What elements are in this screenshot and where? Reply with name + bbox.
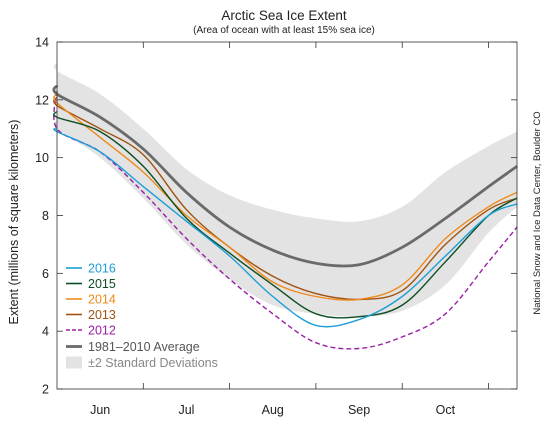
std-dev-band — [53, 62, 518, 317]
y-axis-label: Extent (millions of square kilometers) — [7, 120, 21, 325]
x-tick-label: Jun — [90, 403, 110, 417]
series-line-2015 — [53, 110, 518, 319]
chart-title: Arctic Sea Ice Extent — [221, 8, 347, 23]
x-tick-label: Oct — [436, 403, 456, 417]
y-tick-label: 4 — [42, 325, 49, 339]
credit-text: National Snow and Ice Data Center, Bould… — [532, 111, 543, 314]
x-tick-label: Aug — [262, 403, 284, 417]
series-line-1981-2010-average — [52, 84, 518, 268]
x-tick-label: Sep — [348, 403, 370, 417]
chart-subtitle: (Area of ocean with at least 15% sea ice… — [193, 25, 375, 36]
y-tick-label: 8 — [42, 209, 49, 223]
legend-label: 2015 — [88, 277, 116, 291]
y-tick-label: 14 — [35, 36, 49, 50]
y-tick-label: 10 — [35, 151, 49, 165]
series-line-2012 — [53, 91, 518, 350]
plot-frame — [56, 41, 518, 390]
legend-label: ±2 Standard Deviations — [88, 356, 218, 370]
y-tick-label: 2 — [42, 383, 49, 397]
legend-label: 1981–2010 Average — [88, 340, 200, 354]
series-line-2013 — [53, 96, 518, 301]
y-tick-label: 6 — [42, 267, 49, 281]
series-line-2016 — [53, 128, 518, 328]
legend-label: 2013 — [88, 308, 116, 322]
legend-label: 2012 — [88, 324, 116, 338]
x-tick-label: Jul — [178, 403, 194, 417]
legend-label: 2016 — [88, 262, 116, 276]
legend-swatch — [66, 356, 82, 369]
legend-label: 2014 — [88, 293, 116, 307]
y-tick-label: 12 — [35, 93, 49, 107]
series-line-2014 — [53, 93, 518, 301]
